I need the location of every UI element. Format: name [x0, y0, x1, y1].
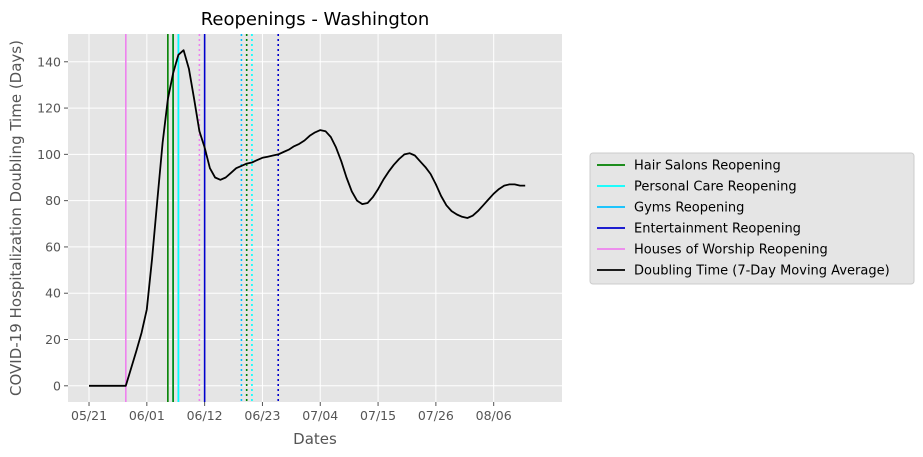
x-axis-ticks: 05/21 06/01 06/12 06/23 07/04 07/15 07/26 08/06 — [71, 402, 512, 423]
x-tick-label: 06/23 — [244, 408, 280, 423]
x-axis-label: Dates — [293, 430, 337, 448]
y-tick-label: 120 — [37, 101, 61, 116]
x-tick-label: 06/01 — [129, 408, 165, 423]
x-tick-label: 06/12 — [187, 408, 223, 423]
plot-area — [68, 34, 562, 402]
y-tick-label: 0 — [53, 378, 61, 393]
legend-label: Hair Salons Reopening — [634, 159, 781, 174]
legend-label: Gyms Reopening — [634, 201, 744, 216]
x-tick-label: 07/26 — [418, 408, 454, 423]
y-tick-label: 80 — [45, 193, 61, 208]
legend-label: Entertainment Reopening — [634, 222, 801, 237]
legend: Hair Salons Reopening Personal Care Reope… — [589, 152, 915, 285]
y-tick-label: 20 — [45, 332, 61, 347]
y-tick-label: 40 — [45, 286, 61, 301]
x-tick-label: 08/06 — [476, 408, 512, 423]
y-tick-label: 140 — [37, 54, 61, 69]
doubling-time-line — [89, 49, 526, 387]
series — [89, 49, 526, 387]
y-axis-ticks: 0 20 40 60 80 100 120 140 — [37, 54, 68, 393]
legend-label: Houses of Worship Reopening — [634, 243, 828, 258]
y-tick-label: 100 — [37, 147, 61, 162]
y-axis-label: COVID-19 Hospitalization Doubling Time (… — [7, 40, 25, 396]
x-tick-label: 07/04 — [302, 408, 338, 423]
chart-title: Reopenings - Washington — [201, 9, 430, 30]
reopening-lines — [125, 34, 280, 402]
x-tick-label: 05/21 — [71, 408, 107, 423]
legend-label: Personal Care Reopening — [634, 180, 797, 195]
y-tick-label: 60 — [45, 239, 61, 254]
grid — [68, 34, 562, 402]
legend-box — [589, 152, 915, 285]
x-tick-label: 07/15 — [360, 408, 396, 423]
legend-label: Doubling Time (7-Day Moving Average) — [634, 264, 890, 279]
